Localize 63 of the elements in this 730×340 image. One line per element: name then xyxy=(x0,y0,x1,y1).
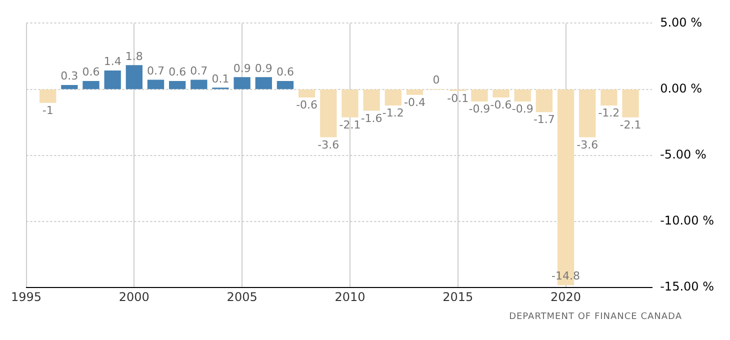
y-tick-label: -5.00 % xyxy=(660,148,706,162)
bar xyxy=(147,80,164,90)
y-tick-label: 5.00 % xyxy=(660,15,702,30)
data-label: 0.6 xyxy=(276,66,294,79)
bar xyxy=(363,89,380,111)
data-label: -0.4 xyxy=(404,96,426,109)
data-label: -3.6 xyxy=(318,138,340,152)
data-label: 0 xyxy=(432,74,440,87)
x-tick-label: 2000 xyxy=(118,290,150,304)
bar xyxy=(320,89,337,138)
data-label: -1.2 xyxy=(382,106,404,120)
data-label: -1.6 xyxy=(360,112,382,125)
data-label: 0.1 xyxy=(212,72,230,86)
x-tick-label: 2005 xyxy=(226,290,258,304)
data-label: 0.9 xyxy=(254,62,272,75)
bar xyxy=(126,65,142,90)
data-label: 0.7 xyxy=(190,64,208,78)
bar xyxy=(40,89,56,103)
data-label: 0.7 xyxy=(147,64,164,78)
data-label: 1.8 xyxy=(125,50,143,63)
bar xyxy=(492,89,510,98)
bar xyxy=(384,89,402,106)
data-label: -3.6 xyxy=(576,138,598,152)
bar xyxy=(276,81,294,90)
data-label: 0.3 xyxy=(60,70,78,83)
data-label: -1.2 xyxy=(598,106,620,120)
data-label: 0.6 xyxy=(82,66,100,79)
data-label: -0.6 xyxy=(490,98,512,112)
bar xyxy=(298,89,316,98)
bar xyxy=(169,81,186,90)
data-label: -2.1 xyxy=(620,118,642,132)
data-label: -0.6 xyxy=(296,98,318,112)
bar xyxy=(514,89,531,102)
x-tick-label: 2015 xyxy=(442,290,474,304)
bar xyxy=(190,80,208,90)
bar xyxy=(536,89,553,112)
data-label: 0.6 xyxy=(168,66,186,79)
data-label: 1.4 xyxy=(104,55,122,68)
data-label: -2.1 xyxy=(339,118,361,132)
bar xyxy=(600,89,618,106)
y-tick-label: 0.00 % xyxy=(660,81,702,96)
y-tick-label: -15.00 % xyxy=(660,280,714,294)
bar xyxy=(342,89,358,118)
bar xyxy=(471,89,488,102)
bar xyxy=(579,89,596,138)
bar xyxy=(104,70,121,90)
x-tick-label: 2010 xyxy=(334,290,366,304)
data-label: -1.7 xyxy=(533,113,555,126)
bar xyxy=(255,77,272,90)
x-tick-label: 2020 xyxy=(550,290,582,304)
data-label: -0.1 xyxy=(447,92,469,105)
bar xyxy=(622,89,639,118)
data-label: -0.9 xyxy=(512,102,534,116)
data-label: 0.9 xyxy=(233,62,251,75)
bar xyxy=(82,81,100,90)
bar xyxy=(406,89,424,95)
text: DEPARTMENT OF FINANCE CANADA xyxy=(508,312,683,322)
data-label: -0.9 xyxy=(468,102,490,116)
x-tick-label: 1995 xyxy=(10,290,42,304)
data-label: -1 xyxy=(42,104,54,117)
bar xyxy=(234,77,250,90)
y-tick-label: -10.00 % xyxy=(660,214,714,228)
bar xyxy=(61,85,78,90)
